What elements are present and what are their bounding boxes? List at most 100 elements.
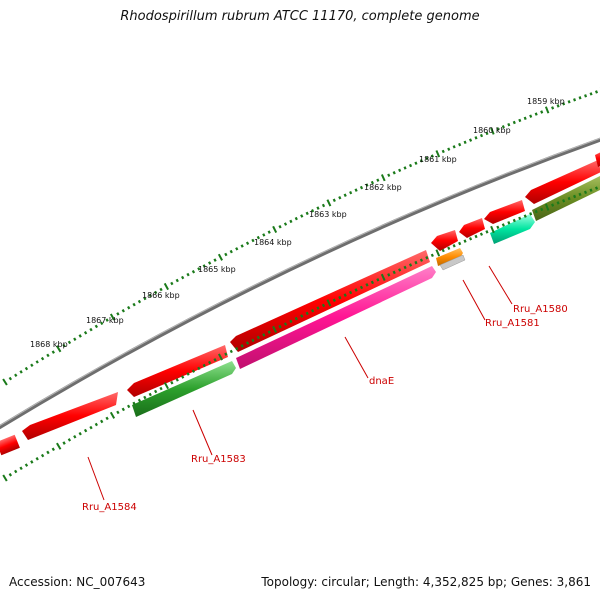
outer-ruler-tick: [540, 110, 544, 114]
gene-feature: [484, 200, 525, 224]
reverse-strand-genes: [132, 176, 600, 417]
outer-ruler-tick: [294, 216, 298, 221]
outer-ruler-tick: [414, 161, 418, 165]
inner-ruler-tick: [148, 392, 152, 397]
gene-feature: [0, 434, 20, 456]
outer-ruler-tick: [213, 258, 217, 262]
inner-ruler-tick: [19, 466, 23, 471]
inner-ruler-tick: [40, 453, 45, 458]
inner-ruler-tick: [589, 188, 593, 192]
outer-ruler-tick: [116, 312, 120, 316]
inner-ruler-tick: [191, 369, 196, 373]
inner-ruler-tick: [474, 234, 478, 239]
inner-ruler-tick: [78, 431, 82, 436]
leader-Rru_A1581: [462, 279, 486, 321]
outer-ruler-tick: [387, 173, 391, 177]
inner-ruler-tick: [143, 395, 147, 400]
leader-Rru_A1580: [488, 265, 513, 305]
outer-ruler-tick: [479, 133, 484, 138]
ruler-labels: 1859 kbp 1860 kbp 1861 kbp 1862 kbp 1863 kbp…: [30, 97, 565, 349]
inner-ruler-ticks: [2, 182, 600, 482]
outer-ruler-tick: [474, 136, 478, 140]
inner-ruler-tick: [578, 192, 582, 197]
forward-strand-genes: [0, 152, 600, 456]
inner-ruler-tick: [256, 335, 260, 340]
outer-ruler-tick: [338, 196, 342, 200]
outer-ruler-tick: [468, 138, 473, 142]
outer-ruler-tick: [316, 206, 320, 210]
outer-ruler-tick: [594, 90, 599, 94]
inner-ruler-tick: [213, 358, 217, 362]
outer-ruler-tick: [62, 343, 66, 348]
ruler-label: 1864 kbp: [254, 238, 292, 247]
gene-label-Rru_A1580: Rru_A1580: [513, 304, 568, 315]
inner-ruler-tick: [468, 237, 473, 241]
inner-ruler-tick: [567, 196, 571, 201]
outer-ruler-tick: [523, 116, 527, 120]
outer-ruler-tick: [403, 166, 407, 170]
outer-ruler-tick: [289, 219, 293, 224]
ruler-label: 1861 kbp: [419, 155, 457, 164]
outer-ruler-tick: [349, 190, 353, 195]
small-gray-feature: [439, 254, 466, 271]
inner-ruler-tick: [121, 407, 125, 412]
inner-ruler-tick: [403, 265, 407, 270]
outer-ruler-tick: [272, 225, 278, 234]
inner-ruler-tick: [94, 422, 98, 427]
gene-feature: [595, 152, 600, 167]
map-title: Rhodospirillum rubrum ATCC 11170, comple…: [120, 9, 480, 24]
outer-ruler-tick: [83, 331, 88, 335]
inner-ruler-tick: [447, 246, 451, 250]
outer-ruler-tick: [365, 183, 369, 187]
outer-ruler-tick: [46, 353, 50, 358]
ruler-label: 1863 kbp: [309, 210, 347, 219]
inner-ruler-tick: [316, 306, 320, 310]
outer-ruler-tick: [191, 269, 196, 274]
inner-ruler-tick: [332, 298, 336, 302]
gene-feature: [127, 345, 228, 397]
outer-ruler-tick: [573, 98, 577, 102]
outer-ruler-tick: [534, 112, 538, 116]
inner-ruler-tick: [321, 303, 326, 308]
outer-ruler-tick: [89, 327, 93, 332]
inner-ruler-tick: [556, 201, 560, 205]
inner-ruler-tick: [224, 352, 228, 356]
inner-ruler-tick: [208, 360, 212, 365]
inner-ruler-tick: [163, 382, 169, 390]
inner-ruler-tick: [338, 295, 342, 300]
outer-ruler-tick: [159, 287, 163, 292]
outer-ruler-tick: [463, 140, 467, 144]
ruler-label: 1867 kbp: [86, 316, 124, 325]
outer-ruler-tick: [30, 363, 34, 368]
inner-ruler-tick: [349, 290, 353, 295]
inner-ruler-tick: [419, 258, 424, 262]
outer-ruler-tick: [419, 159, 424, 163]
outer-ruler-tick: [51, 350, 55, 354]
outer-ruler-tick: [343, 193, 347, 197]
outer-ruler-tick: [392, 171, 396, 175]
outer-ruler-tick: [458, 142, 462, 147]
inner-ruler-tick: [512, 218, 516, 223]
accession-label: Accession: NC_007643: [9, 575, 146, 589]
inner-ruler-tick: [62, 441, 66, 445]
inner-ruler-tick: [24, 463, 29, 467]
inner-ruler-tick: [262, 333, 266, 337]
outer-ruler-tick: [217, 253, 223, 261]
genome-backbone: [0, 137, 600, 430]
inner-ruler-tick: [132, 401, 136, 406]
outer-ruler-tick: [332, 198, 336, 203]
gene-feature: [22, 392, 118, 440]
outer-ruler-tick: [435, 150, 441, 158]
ruler-label: 1866 kbp: [142, 291, 180, 300]
inner-ruler-tick: [376, 278, 380, 282]
outer-ruler-tick: [326, 199, 332, 207]
inner-ruler-tick: [562, 199, 566, 203]
outer-ruler-tick: [398, 168, 402, 173]
inner-ruler-tick: [518, 216, 522, 221]
inner-ruler-tick: [463, 239, 467, 243]
outer-ruler-tick: [94, 324, 99, 329]
inner-ruler-tick: [35, 457, 39, 461]
outer-ruler-tick: [556, 104, 560, 108]
outer-ruler-tick: [501, 125, 505, 129]
inner-ruler-tick: [73, 435, 77, 439]
